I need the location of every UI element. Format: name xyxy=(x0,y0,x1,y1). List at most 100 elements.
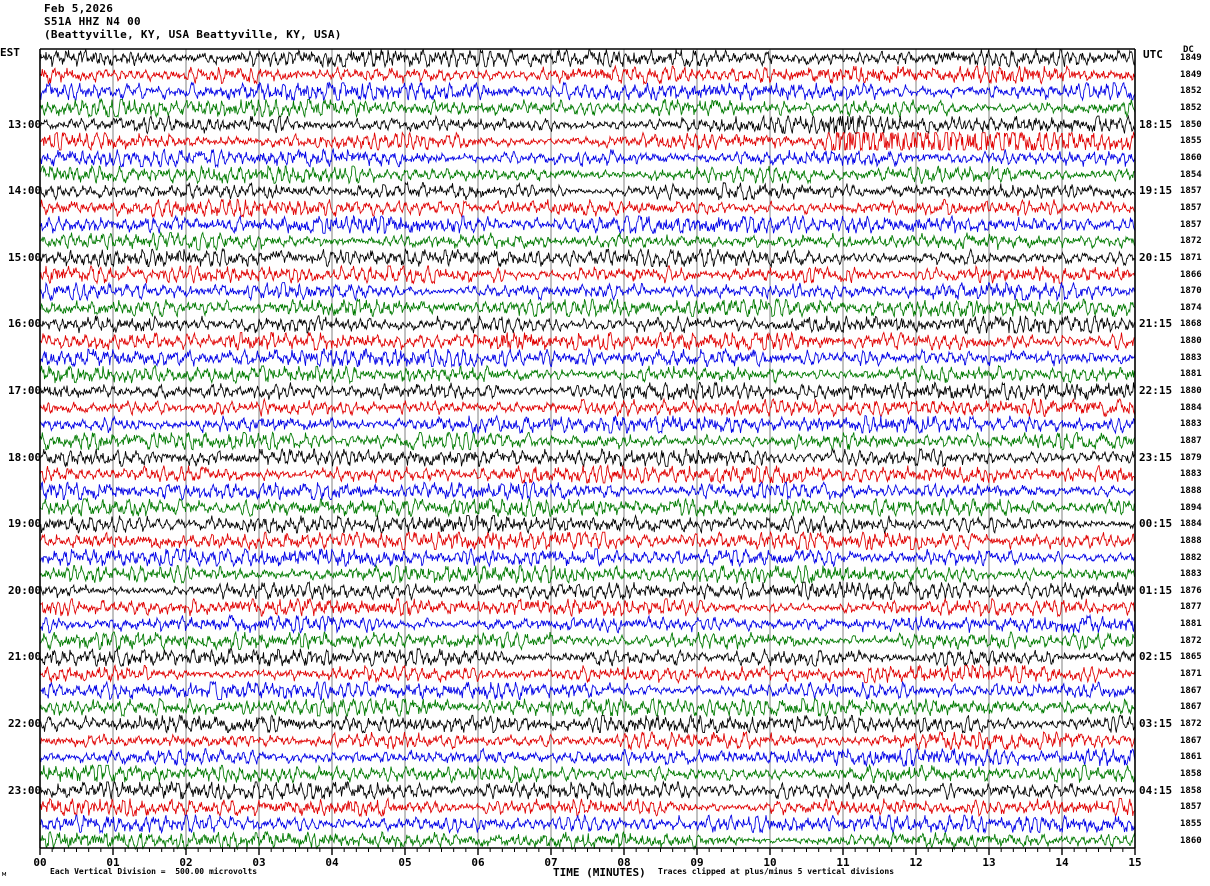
x-tick-label-01: 01 xyxy=(106,856,120,869)
x-tick-label-11: 11 xyxy=(836,856,850,869)
seismic-trace-row-25 xyxy=(39,463,1136,485)
dc-value-row-1: 1849 xyxy=(1180,69,1202,80)
header-block: Feb 5,2026 S51A HHZ N4 00 (Beattyville, … xyxy=(44,2,342,42)
dc-value-row-19: 1881 xyxy=(1180,369,1202,380)
right-hour-label-0015: 00:15 xyxy=(1139,517,1173,531)
seismic-trace-row-1 xyxy=(39,64,1136,86)
dc-value-row-17: 1880 xyxy=(1180,336,1202,347)
dc-value-row-40: 1872 xyxy=(1180,718,1202,729)
dc-value-row-35: 1872 xyxy=(1180,635,1202,646)
dc-value-row-30: 1882 xyxy=(1180,552,1202,563)
dc-value-row-32: 1876 xyxy=(1180,585,1202,596)
dc-value-row-44: 1858 xyxy=(1180,785,1202,796)
x-tick-label-00: 00 xyxy=(33,856,47,869)
corner-mark: м xyxy=(2,870,7,878)
seismic-trace-row-44 xyxy=(39,780,1136,801)
seismic-trace-row-15 xyxy=(39,297,1136,319)
seismic-trace-row-8 xyxy=(39,181,1136,202)
dc-value-row-26: 1888 xyxy=(1180,485,1202,496)
seismic-trace-row-0 xyxy=(39,47,1136,69)
right-hour-label-2315: 23:15 xyxy=(1139,450,1173,464)
seismic-trace-row-31 xyxy=(39,563,1136,585)
dc-value-row-46: 1855 xyxy=(1180,818,1202,829)
seismic-trace-row-45 xyxy=(39,796,1136,818)
dc-value-row-28: 1884 xyxy=(1180,519,1202,530)
x-tick-label-02: 02 xyxy=(179,856,193,869)
dc-value-row-27: 1894 xyxy=(1180,502,1202,513)
dc-value-row-6: 1860 xyxy=(1180,153,1202,164)
x-tick-label-07: 07 xyxy=(544,856,558,869)
seismic-trace-row-42 xyxy=(39,747,1136,768)
x-tick-label-04: 04 xyxy=(325,856,339,869)
left-hour-label-1800: 18:00 xyxy=(8,450,42,464)
dc-value-row-47: 1860 xyxy=(1180,835,1202,846)
left-hour-label-2200: 22:00 xyxy=(8,716,42,730)
left-hour-label-2100: 21:00 xyxy=(8,650,42,664)
dc-value-row-25: 1883 xyxy=(1180,469,1202,480)
x-tick-label-12: 12 xyxy=(909,856,923,869)
seismic-trace-row-36 xyxy=(39,647,1136,667)
right-hour-label-0315: 03:15 xyxy=(1139,716,1173,730)
scale-note: Each Vertical Division = 500.00 microvol… xyxy=(50,867,258,876)
dc-column-header: DC xyxy=(1183,45,1194,55)
dc-value-row-39: 1867 xyxy=(1180,702,1202,713)
seismic-trace-row-10 xyxy=(39,214,1136,235)
dc-value-row-29: 1888 xyxy=(1180,535,1202,546)
x-tick-label-13: 13 xyxy=(982,856,996,869)
x-tick-label-05: 05 xyxy=(398,856,412,869)
right-hour-label-0415: 04:15 xyxy=(1139,783,1173,797)
dc-value-row-22: 1883 xyxy=(1180,419,1202,430)
seismic-trace-row-40 xyxy=(39,713,1136,734)
header-date: Feb 5,2026 xyxy=(44,2,114,15)
dc-value-row-45: 1857 xyxy=(1180,802,1202,813)
seismic-trace-row-20 xyxy=(39,381,1136,401)
dc-value-row-11: 1872 xyxy=(1180,236,1202,247)
left-hour-label-1900: 19:00 xyxy=(8,517,42,531)
dc-value-row-16: 1868 xyxy=(1180,319,1202,330)
dc-value-row-43: 1858 xyxy=(1180,768,1202,779)
seismic-trace-row-6 xyxy=(39,147,1136,169)
left-axis-label: EST xyxy=(0,46,20,59)
header-location: (Beattyville, KY, USA Beattyville, KY, U… xyxy=(44,28,342,42)
seismic-trace-row-41 xyxy=(39,731,1136,751)
seismic-trace-row-3 xyxy=(39,97,1136,119)
seismic-trace-row-27 xyxy=(39,497,1136,518)
x-tick-label-10: 10 xyxy=(763,856,777,869)
seismic-trace-row-13 xyxy=(39,264,1136,285)
seismic-trace-row-21 xyxy=(39,397,1136,418)
dc-value-row-3: 1852 xyxy=(1180,103,1202,114)
dc-value-row-24: 1879 xyxy=(1180,452,1202,463)
right-hour-label-1915: 19:15 xyxy=(1139,184,1173,198)
seismic-trace-row-14 xyxy=(39,281,1136,302)
dc-value-row-13: 1866 xyxy=(1180,269,1202,280)
x-tick-label-15: 15 xyxy=(1128,856,1142,869)
dc-value-row-15: 1874 xyxy=(1180,302,1202,313)
left-hour-label-1600: 16:00 xyxy=(8,317,42,331)
dc-value-row-5: 1855 xyxy=(1180,136,1202,147)
seismic-trace-row-34 xyxy=(39,613,1136,635)
dc-value-row-4: 1850 xyxy=(1180,119,1202,130)
seismic-trace-row-23 xyxy=(39,431,1136,451)
header-station: S51A HHZ N4 00 xyxy=(44,15,141,29)
seismic-trace-row-39 xyxy=(39,697,1136,718)
dc-value-row-12: 1871 xyxy=(1180,252,1202,263)
seismic-trace-row-7 xyxy=(39,164,1136,185)
seismic-trace-row-37 xyxy=(39,663,1136,685)
dc-value-row-37: 1871 xyxy=(1180,669,1202,680)
seismic-trace-row-17 xyxy=(39,330,1136,352)
right-hour-label-0115: 01:15 xyxy=(1139,583,1173,597)
seismic-trace-row-4 xyxy=(39,114,1136,135)
dc-value-row-34: 1881 xyxy=(1180,619,1202,630)
seismic-trace-row-47 xyxy=(39,830,1136,851)
left-hour-label-2300: 23:00 xyxy=(8,783,42,797)
seismic-trace-row-16 xyxy=(39,314,1136,335)
dc-value-row-20: 1880 xyxy=(1180,386,1202,397)
seismic-trace-row-24 xyxy=(39,447,1136,468)
seismic-trace-row-29 xyxy=(39,530,1136,552)
seismic-trace-row-38 xyxy=(39,680,1136,701)
seismic-trace-row-26 xyxy=(39,481,1136,502)
seismic-trace-row-19 xyxy=(39,364,1136,385)
seismic-trace-row-18 xyxy=(39,347,1136,369)
dc-value-row-2: 1852 xyxy=(1180,86,1202,97)
